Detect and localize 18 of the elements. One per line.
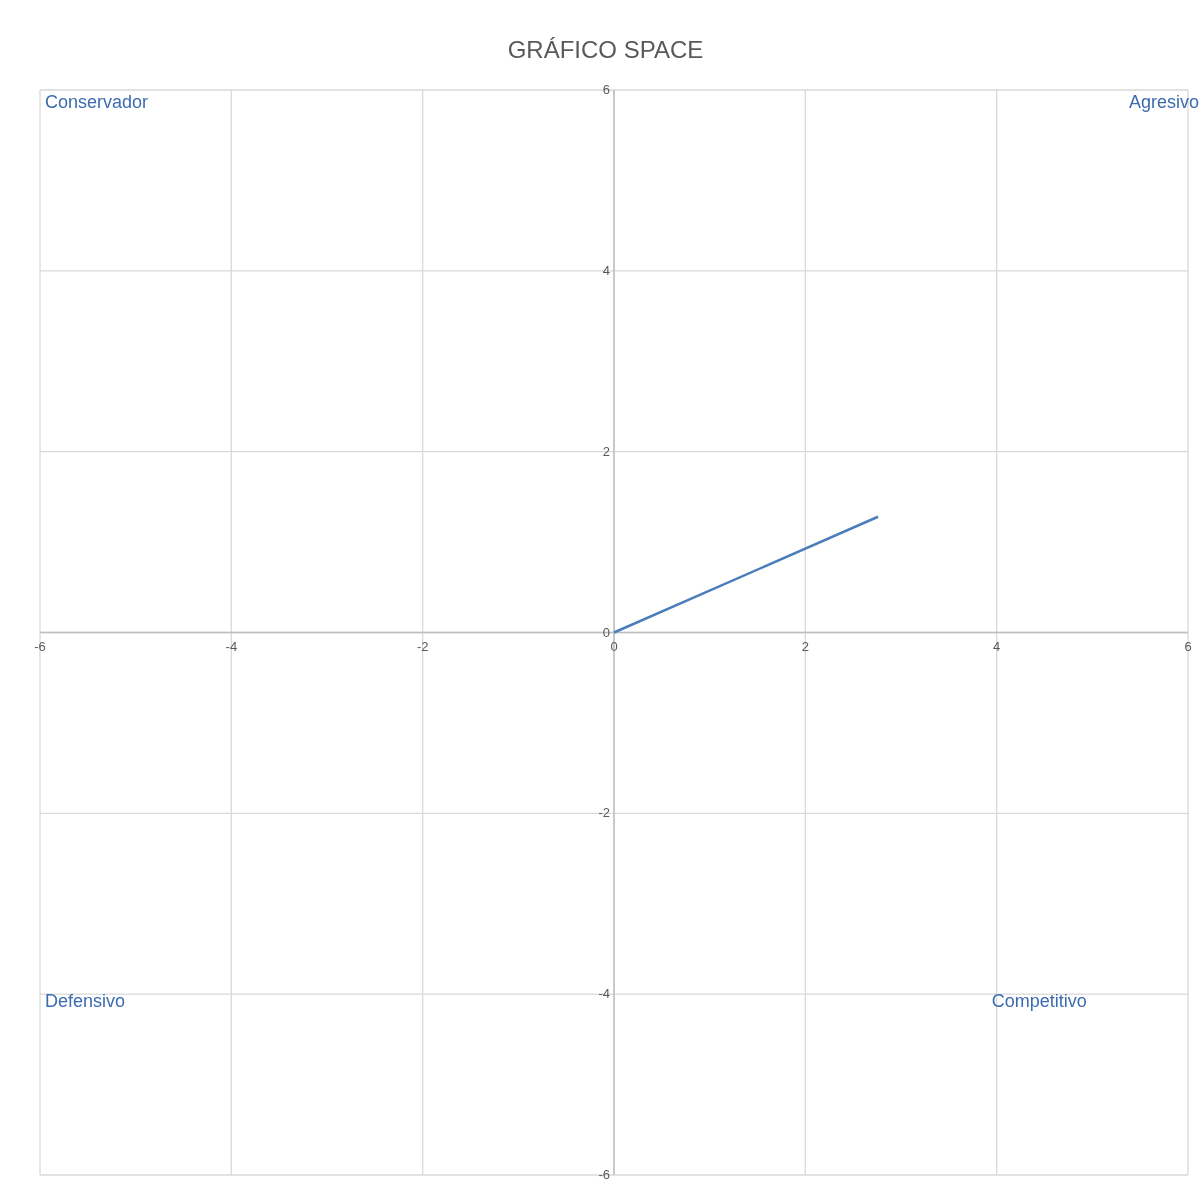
y-tick-label: 0 <box>602 624 610 640</box>
x-tick-label: 6 <box>1184 638 1192 654</box>
y-tick-label: 2 <box>602 443 610 459</box>
annotation: Agresivo <box>1128 92 1199 113</box>
y-tick-label: 6 <box>602 82 610 97</box>
x-tick-label: -6 <box>34 638 46 654</box>
annotation: Competitivo <box>991 990 1087 1012</box>
x-tick-label: -2 <box>416 638 429 654</box>
annotation: Conservador <box>45 92 149 113</box>
x-tick-label: 4 <box>993 638 1001 654</box>
y-tick-label: -4 <box>598 986 610 1002</box>
x-tick-label: -4 <box>225 638 238 654</box>
chart-title: GRÁFICO SPACE <box>506 36 705 64</box>
y-tick-label: 4 <box>602 262 610 278</box>
y-tick-label: -6 <box>598 1167 610 1182</box>
annotation: Defensivo <box>45 990 126 1012</box>
x-tick-label: 2 <box>801 638 809 654</box>
y-tick-label: -2 <box>598 805 610 821</box>
